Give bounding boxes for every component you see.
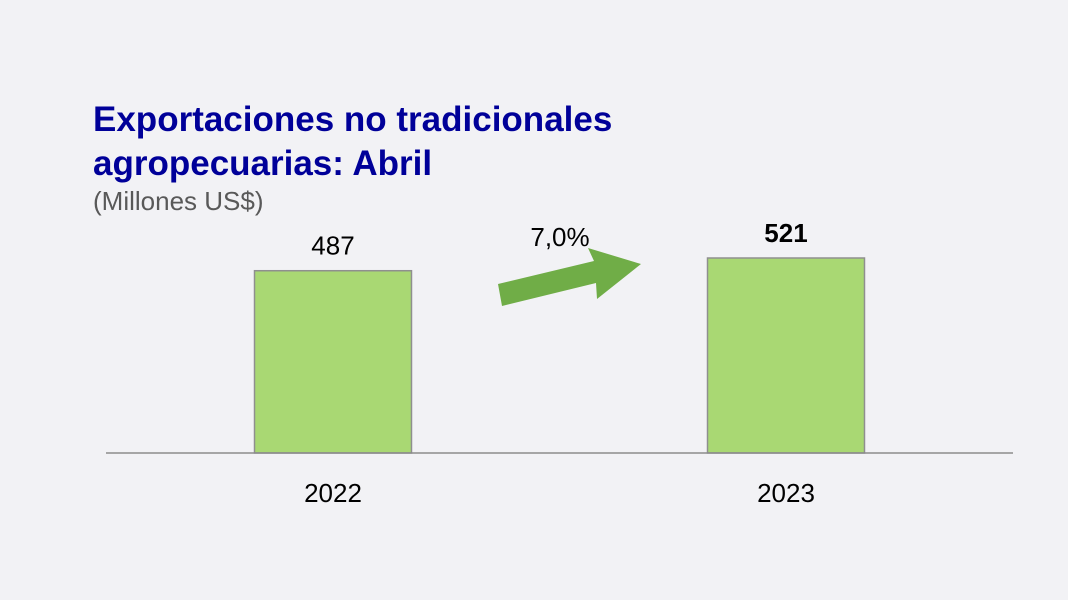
growth-indicator: 7,0% — [498, 222, 641, 306]
bar-2022 — [253, 269, 413, 454]
chart-subtitle: (Millones US$) — [93, 186, 264, 216]
bar-2023 — [706, 257, 866, 454]
category-label-2023: 2023 — [757, 478, 815, 508]
chart-title: Exportaciones no tradicionales agropecua… — [93, 98, 733, 186]
chart-title-line-2: agropecuarias: Abril — [93, 144, 433, 183]
category-label-2022: 2022 — [304, 478, 362, 508]
bars-layer — [253, 257, 866, 454]
value-label-2022: 487 — [311, 231, 354, 261]
value-label-2023: 521 — [764, 218, 807, 248]
labels-layer: 487 2022 521 2023 — [304, 218, 815, 508]
chart-title-line-1: Exportaciones no tradicionales — [93, 100, 613, 139]
growth-arrow-icon — [498, 248, 641, 306]
growth-label: 7,0% — [530, 222, 589, 252]
